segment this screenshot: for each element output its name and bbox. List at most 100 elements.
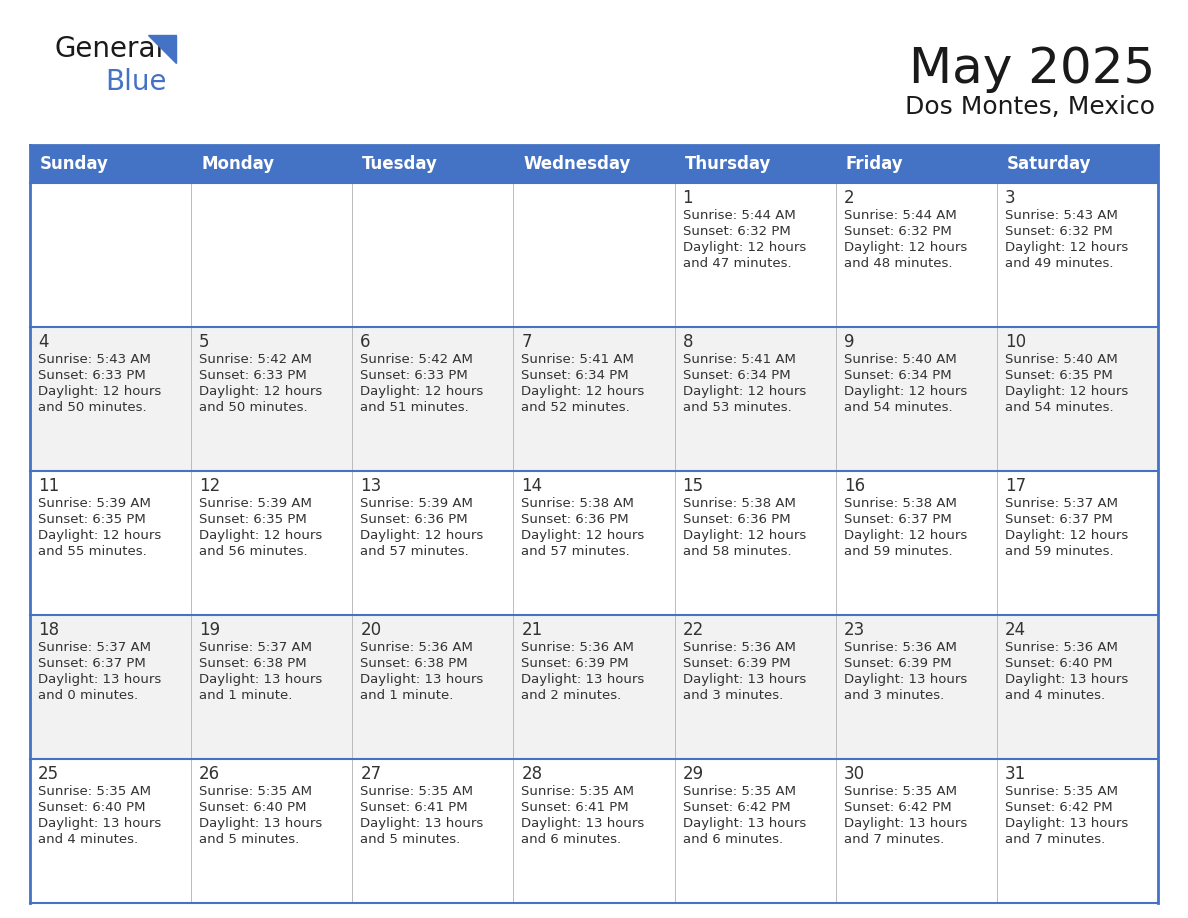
Text: Daylight: 12 hours: Daylight: 12 hours — [38, 529, 162, 542]
Text: Sunrise: 5:37 AM: Sunrise: 5:37 AM — [1005, 497, 1118, 510]
Text: and 3 minutes.: and 3 minutes. — [843, 689, 944, 702]
Text: 14: 14 — [522, 477, 543, 495]
Text: Daylight: 13 hours: Daylight: 13 hours — [843, 673, 967, 686]
Text: Sunrise: 5:35 AM: Sunrise: 5:35 AM — [522, 785, 634, 798]
Text: Sunset: 6:42 PM: Sunset: 6:42 PM — [683, 801, 790, 814]
Text: Sunset: 6:36 PM: Sunset: 6:36 PM — [360, 513, 468, 526]
Text: 12: 12 — [200, 477, 221, 495]
Text: Sunrise: 5:35 AM: Sunrise: 5:35 AM — [1005, 785, 1118, 798]
Text: Daylight: 13 hours: Daylight: 13 hours — [360, 673, 484, 686]
Text: Sunrise: 5:43 AM: Sunrise: 5:43 AM — [38, 353, 151, 366]
Text: Sunset: 6:32 PM: Sunset: 6:32 PM — [1005, 225, 1113, 238]
Text: and 50 minutes.: and 50 minutes. — [200, 401, 308, 414]
Text: Sunset: 6:41 PM: Sunset: 6:41 PM — [522, 801, 630, 814]
Text: Sunrise: 5:39 AM: Sunrise: 5:39 AM — [360, 497, 473, 510]
Text: Daylight: 12 hours: Daylight: 12 hours — [843, 385, 967, 398]
Text: Sunrise: 5:41 AM: Sunrise: 5:41 AM — [522, 353, 634, 366]
Text: General: General — [55, 35, 164, 63]
Text: Sunrise: 5:44 AM: Sunrise: 5:44 AM — [683, 209, 795, 222]
Text: Daylight: 13 hours: Daylight: 13 hours — [38, 673, 162, 686]
Text: 3: 3 — [1005, 189, 1016, 207]
Bar — [30, 615, 1158, 759]
Text: and 4 minutes.: and 4 minutes. — [38, 833, 138, 846]
Text: Sunset: 6:37 PM: Sunset: 6:37 PM — [1005, 513, 1113, 526]
Text: Thursday: Thursday — [684, 155, 771, 173]
Text: Daylight: 13 hours: Daylight: 13 hours — [1005, 817, 1129, 830]
Text: Daylight: 12 hours: Daylight: 12 hours — [200, 529, 322, 542]
Text: Daylight: 12 hours: Daylight: 12 hours — [683, 385, 805, 398]
Text: 25: 25 — [38, 765, 59, 783]
Text: Sunrise: 5:37 AM: Sunrise: 5:37 AM — [200, 641, 312, 654]
Text: and 59 minutes.: and 59 minutes. — [843, 545, 953, 558]
Text: Sunrise: 5:36 AM: Sunrise: 5:36 AM — [843, 641, 956, 654]
Text: and 1 minute.: and 1 minute. — [360, 689, 454, 702]
Polygon shape — [148, 35, 176, 63]
Text: 9: 9 — [843, 333, 854, 351]
Text: Sunrise: 5:35 AM: Sunrise: 5:35 AM — [843, 785, 956, 798]
Text: 28: 28 — [522, 765, 543, 783]
Text: 18: 18 — [38, 621, 59, 639]
Text: 7: 7 — [522, 333, 532, 351]
Text: 27: 27 — [360, 765, 381, 783]
Text: Sunrise: 5:38 AM: Sunrise: 5:38 AM — [683, 497, 796, 510]
Text: and 56 minutes.: and 56 minutes. — [200, 545, 308, 558]
Text: 19: 19 — [200, 621, 220, 639]
Text: and 57 minutes.: and 57 minutes. — [360, 545, 469, 558]
Text: Sunset: 6:32 PM: Sunset: 6:32 PM — [683, 225, 790, 238]
Text: Daylight: 13 hours: Daylight: 13 hours — [843, 817, 967, 830]
Text: Tuesday: Tuesday — [362, 155, 438, 173]
Text: and 1 minute.: and 1 minute. — [200, 689, 292, 702]
Text: Sunrise: 5:38 AM: Sunrise: 5:38 AM — [843, 497, 956, 510]
Text: and 52 minutes.: and 52 minutes. — [522, 401, 630, 414]
Text: Daylight: 12 hours: Daylight: 12 hours — [360, 385, 484, 398]
Text: Sunrise: 5:41 AM: Sunrise: 5:41 AM — [683, 353, 796, 366]
Text: and 6 minutes.: and 6 minutes. — [522, 833, 621, 846]
Text: and 0 minutes.: and 0 minutes. — [38, 689, 138, 702]
Text: Blue: Blue — [105, 68, 166, 96]
Text: Daylight: 13 hours: Daylight: 13 hours — [360, 817, 484, 830]
Text: 16: 16 — [843, 477, 865, 495]
Bar — [30, 759, 1158, 903]
Text: 26: 26 — [200, 765, 220, 783]
Text: May 2025: May 2025 — [909, 45, 1155, 93]
Text: Sunrise: 5:39 AM: Sunrise: 5:39 AM — [38, 497, 151, 510]
Text: Sunset: 6:38 PM: Sunset: 6:38 PM — [200, 657, 307, 670]
Text: Sunrise: 5:38 AM: Sunrise: 5:38 AM — [522, 497, 634, 510]
Text: Sunset: 6:35 PM: Sunset: 6:35 PM — [1005, 369, 1113, 382]
Text: Sunrise: 5:35 AM: Sunrise: 5:35 AM — [360, 785, 473, 798]
Text: Daylight: 12 hours: Daylight: 12 hours — [683, 241, 805, 254]
Text: Daylight: 13 hours: Daylight: 13 hours — [522, 673, 645, 686]
Text: Daylight: 12 hours: Daylight: 12 hours — [522, 385, 645, 398]
Text: Daylight: 13 hours: Daylight: 13 hours — [200, 817, 322, 830]
Text: and 5 minutes.: and 5 minutes. — [360, 833, 461, 846]
Text: Sunset: 6:35 PM: Sunset: 6:35 PM — [38, 513, 146, 526]
Text: 31: 31 — [1005, 765, 1026, 783]
Text: 29: 29 — [683, 765, 703, 783]
Text: and 51 minutes.: and 51 minutes. — [360, 401, 469, 414]
Text: Sunset: 6:40 PM: Sunset: 6:40 PM — [1005, 657, 1112, 670]
Text: Sunset: 6:40 PM: Sunset: 6:40 PM — [200, 801, 307, 814]
Text: Daylight: 12 hours: Daylight: 12 hours — [360, 529, 484, 542]
Text: and 5 minutes.: and 5 minutes. — [200, 833, 299, 846]
Text: Sunrise: 5:40 AM: Sunrise: 5:40 AM — [843, 353, 956, 366]
Text: and 59 minutes.: and 59 minutes. — [1005, 545, 1113, 558]
Text: Sunrise: 5:35 AM: Sunrise: 5:35 AM — [200, 785, 312, 798]
Text: Daylight: 12 hours: Daylight: 12 hours — [1005, 529, 1129, 542]
Text: Sunset: 6:33 PM: Sunset: 6:33 PM — [38, 369, 146, 382]
Text: 10: 10 — [1005, 333, 1026, 351]
Text: Sunrise: 5:43 AM: Sunrise: 5:43 AM — [1005, 209, 1118, 222]
Text: Monday: Monday — [201, 155, 274, 173]
Text: Sunrise: 5:35 AM: Sunrise: 5:35 AM — [38, 785, 151, 798]
Text: Friday: Friday — [846, 155, 903, 173]
Text: Sunset: 6:36 PM: Sunset: 6:36 PM — [522, 513, 630, 526]
Text: Sunset: 6:33 PM: Sunset: 6:33 PM — [200, 369, 307, 382]
Text: 17: 17 — [1005, 477, 1026, 495]
Text: Daylight: 12 hours: Daylight: 12 hours — [38, 385, 162, 398]
Bar — [30, 327, 1158, 471]
Text: 8: 8 — [683, 333, 693, 351]
Text: and 53 minutes.: and 53 minutes. — [683, 401, 791, 414]
Text: 23: 23 — [843, 621, 865, 639]
Text: Dos Montes, Mexico: Dos Montes, Mexico — [905, 95, 1155, 119]
Text: 13: 13 — [360, 477, 381, 495]
Text: Sunset: 6:34 PM: Sunset: 6:34 PM — [522, 369, 630, 382]
